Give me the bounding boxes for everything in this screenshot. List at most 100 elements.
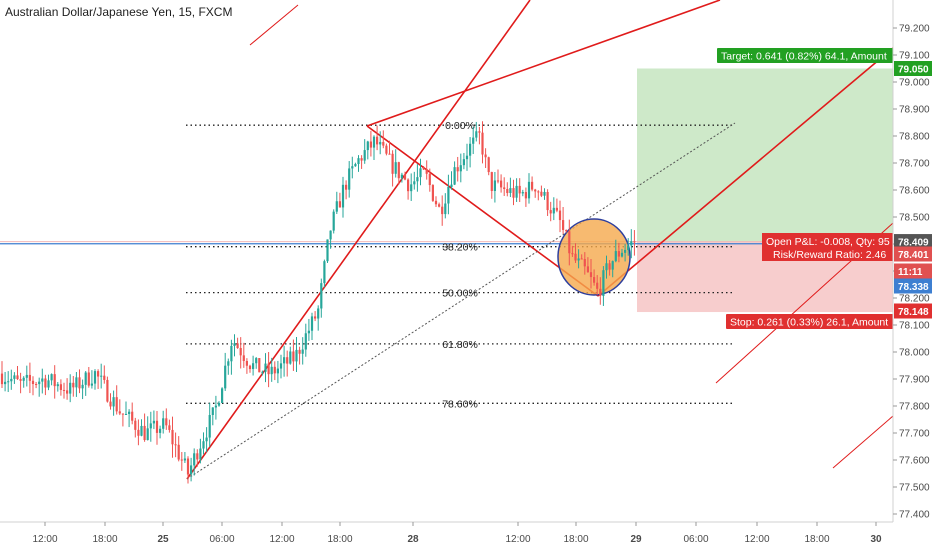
channel-extension-bottom[interactable]: [832, 415, 894, 469]
candle-body: [527, 181, 531, 199]
candle-body: [555, 207, 558, 211]
candle: [537, 190, 540, 201]
candle-body: [217, 402, 221, 406]
candle: [221, 387, 224, 404]
channel-extension-upper[interactable]: [249, 4, 299, 46]
price-badge[interactable]: 11:11: [894, 263, 932, 279]
candle: [506, 182, 509, 197]
candle-body: [314, 316, 317, 319]
candle-body: [292, 351, 295, 362]
candle-body: [438, 204, 441, 207]
price-badge[interactable]: 78.148: [894, 303, 932, 319]
candle-body: [214, 405, 217, 408]
candle: [233, 334, 236, 357]
candle: [617, 242, 620, 263]
candle: [310, 312, 314, 341]
candle-body: [338, 201, 341, 208]
candle-body: [124, 413, 128, 415]
candle-body: [357, 158, 360, 165]
stop-label-text: Stop: 0.261 (0.33%) 26.1, Amount: [730, 317, 888, 329]
target-label[interactable]: Target: 0.641 (0.82%) 64.1, Amount: [717, 48, 893, 63]
candle: [35, 381, 38, 389]
candle-body: [627, 245, 630, 250]
candle-body: [106, 379, 109, 402]
candle: [419, 158, 422, 186]
channel-support-line[interactable]: [597, 47, 894, 297]
candle-body: [87, 372, 90, 386]
stop-label[interactable]: Stop: 0.261 (0.33%) 26.1, Amount: [726, 314, 893, 329]
candle-body: [326, 239, 329, 262]
candle-body: [152, 420, 155, 424]
candle-body: [276, 368, 279, 374]
candle: [320, 278, 323, 318]
y-tick-label: 78.100: [899, 321, 930, 332]
candle: [214, 395, 217, 420]
candle: [459, 153, 462, 183]
candle: [25, 365, 28, 387]
candle-body: [490, 172, 493, 192]
candle: [298, 346, 301, 365]
candle: [540, 185, 543, 198]
x-tick-label: 12:00: [505, 534, 530, 545]
candle: [422, 165, 425, 170]
candle-body: [562, 220, 565, 230]
y-tick-label: 77.800: [899, 402, 930, 413]
candle: [230, 339, 233, 375]
candle-body: [599, 288, 602, 296]
candle-body: [512, 188, 515, 198]
candle: [10, 369, 13, 390]
candle: [180, 452, 183, 471]
candle: [487, 156, 490, 176]
candle: [0, 361, 4, 389]
candle-body: [140, 425, 143, 436]
candle-body: [307, 330, 310, 334]
median-dotted-line[interactable]: [186, 122, 736, 480]
candle: [183, 452, 186, 463]
fib-level-label: 50.00%: [442, 288, 478, 300]
candle: [109, 393, 112, 410]
candle-body: [447, 186, 450, 204]
price-badge[interactable]: 78.401: [894, 246, 932, 262]
candle-body: [397, 162, 400, 179]
channel-lower-trendline[interactable]: [186, 0, 531, 480]
x-tick-label: 18:00: [327, 534, 352, 545]
candle-body: [487, 157, 490, 173]
candle: [562, 206, 565, 234]
candle: [171, 416, 174, 458]
candle: [363, 139, 366, 164]
candle: [121, 413, 124, 427]
candle-body: [540, 191, 543, 196]
candle: [165, 408, 168, 430]
candle-body: [109, 401, 112, 407]
candle-body: [419, 168, 422, 178]
candle-body: [227, 361, 230, 366]
candle-body: [115, 397, 118, 412]
candle-body: [450, 184, 453, 187]
candle: [7, 371, 10, 393]
candle: [208, 402, 211, 447]
price-badge[interactable]: 78.338: [894, 278, 932, 294]
candle: [627, 238, 630, 256]
candle-body: [72, 382, 75, 388]
candle-body: [66, 390, 69, 394]
candle: [391, 150, 394, 187]
channel-upper-trendline[interactable]: [366, 0, 721, 127]
candle: [38, 377, 41, 397]
price-badge[interactable]: 79.050: [894, 61, 932, 76]
candle: [527, 173, 531, 204]
time-axis[interactable]: 12:00 18:00 25 06:00 12:00 18:00 28 12:00 18:00 2…: [0, 521, 893, 545]
price-badge[interactable]: 78.409: [894, 234, 932, 250]
price-badge-text: 78.148: [898, 307, 929, 318]
candle-body: [574, 253, 577, 261]
price-axis[interactable]: 79.200 79.100 79.000 78.900 78.800 78.700 78.6…: [892, 0, 932, 550]
price-badge-text: 78.401: [898, 250, 929, 261]
y-tick-label: 77.500: [899, 483, 930, 494]
candle-body: [171, 429, 174, 445]
candle: [248, 364, 252, 373]
candle: [376, 125, 379, 151]
candle: [314, 311, 317, 322]
candle: [413, 171, 416, 190]
highlight-ellipse[interactable]: [557, 218, 631, 296]
